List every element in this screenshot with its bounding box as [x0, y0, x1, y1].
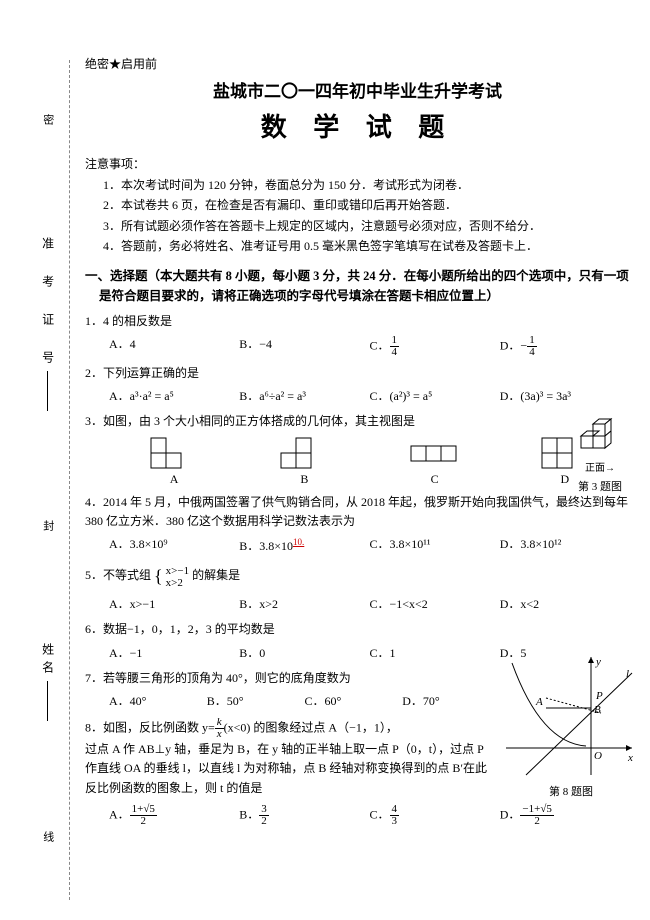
- q1-opt-a: A．4: [109, 335, 239, 358]
- seal-label-1: 密: [38, 114, 56, 129]
- notice-item: 4．答题前，务必将姓名、准考证号用 0.5 毫米黑色签字笔填写在试卷及答题卡上．: [103, 237, 630, 256]
- question-6: 6．数据−1，0，1，2，3 的平均数是: [85, 620, 630, 639]
- q3-opt-b: B: [239, 436, 369, 489]
- notice-item: 2．本试卷共 6 页，在检查是否有漏印、重印或错印后再开始答题．: [103, 196, 630, 215]
- point-a-label: A: [535, 696, 543, 708]
- q5-options: A．x>−1 B．x>2 C．−1<x<2 D．x<2: [109, 595, 630, 614]
- question-3: 3．如图，由 3 个大小相同的正方体搭成的几何体，其主视图是 正面→ 第 3 题…: [85, 412, 630, 431]
- q7-opt-b: B．50°: [207, 692, 305, 711]
- name-line: [47, 681, 48, 721]
- q2-options: A．a³·a² = a⁵ B．a⁶÷a² = a³ C．(a²)³ = a⁵ D…: [109, 387, 630, 406]
- seal-label-2: 封: [38, 520, 56, 535]
- q8-opt-a: A．1+√52: [109, 804, 239, 827]
- q2-opt-c: C．(a²)³ = a⁵: [370, 387, 500, 406]
- q4-opt-b: B．3.8×1010.: [239, 535, 369, 556]
- q5-opt-d: D．x<2: [500, 595, 630, 614]
- q3-figure-block: 正面→ 第 3 题图: [570, 412, 630, 496]
- shape-c-icon: [409, 436, 461, 470]
- q7-opt-a: A．40°: [109, 692, 207, 711]
- question-1: 1．4 的相反数是: [85, 312, 630, 331]
- point-b-label: B: [594, 704, 601, 716]
- q8-opt-d: D．−1+√52: [500, 804, 630, 827]
- shape-b-icon: [279, 436, 329, 470]
- q5-opt-a: A．x>−1: [109, 595, 239, 614]
- q4-opt-d: D．3.8×10¹²: [500, 535, 630, 556]
- seal-label-3: 线: [38, 831, 56, 846]
- exam-id-label: 准 考 证 号: [37, 237, 56, 369]
- q7-opt-d: D．70°: [402, 692, 500, 711]
- q3-opt-a: A: [109, 436, 239, 489]
- q6-opt-a: A．−1: [109, 644, 239, 663]
- q8-opt-c: C．43: [370, 804, 500, 827]
- q4-options: A．3.8×10⁹ B．3.8×1010. C．3.8×10¹¹ D．3.8×1…: [109, 535, 630, 556]
- q8-options: A．1+√52 B．32 C．43 D．−1+√52: [109, 804, 630, 827]
- notice-item: 3．所有试题必须作答在答题卡上规定的区域内，注意题号必须对应，否则不给分．: [103, 217, 630, 236]
- q8-figure: y x O A B P l 第 8 题图: [506, 653, 636, 803]
- notice-heading: 注意事项：: [85, 155, 630, 174]
- q8-opt-b: B．32: [239, 804, 369, 827]
- q7-opt-c: C．60°: [305, 692, 403, 711]
- page-content: 绝密★启用前 盐城市二〇一四年初中毕业生升学考试 数 学 试 题 注意事项： 1…: [85, 55, 630, 833]
- exam-title-2: 数 学 试 题: [85, 107, 630, 149]
- q5-opt-c: C．−1<x<2: [370, 595, 500, 614]
- cube-stack-icon: [579, 412, 621, 454]
- question-5: 5．不等式组 { x>−1 x>2 的解集是: [85, 562, 630, 591]
- q1-opt-b: B．−4: [239, 335, 369, 358]
- notice-item: 1．本次考试时间为 120 分钟，卷面总分为 150 分．考试形式为闭卷．: [103, 176, 630, 195]
- question-2: 2．下列运算正确的是: [85, 364, 630, 383]
- q3-opt-c: C: [370, 436, 500, 489]
- q6-opt-c: C．1: [370, 644, 500, 663]
- point-p-label: P: [595, 690, 603, 702]
- section-1-heading: 一、选择题（本大题共有 8 小题，每小题 3 分，共 24 分．在每小题所给出的…: [85, 266, 630, 306]
- q4-opt-a: A．3.8×10⁹: [109, 535, 239, 556]
- binding-strip: 密 准 考 证 号 封 姓名 线: [25, 60, 70, 900]
- q5-opt-b: B．x>2: [239, 595, 369, 614]
- q1-opt-c: C．14: [370, 335, 500, 358]
- line-l-label: l: [626, 668, 629, 680]
- q6-opt-b: B．0: [239, 644, 369, 663]
- q3-options: A B C D: [109, 436, 630, 489]
- axis-y-label: y: [595, 656, 601, 668]
- q4-opt-c: C．3.8×10¹¹: [370, 535, 500, 556]
- q1-options: A．4 B．−4 C．14 D．−14: [109, 335, 630, 358]
- question-4: 4．2014 年 5 月，中俄两国签署了供气购销合同，从 2018 年起，俄罗斯…: [85, 493, 630, 531]
- q2-opt-b: B．a⁶÷a² = a³: [239, 387, 369, 406]
- name-block: 姓名: [37, 643, 56, 723]
- hyperbola-graph-icon: y x O A B P l: [506, 653, 636, 778]
- shape-a-icon: [149, 436, 199, 470]
- id-line: [47, 371, 48, 411]
- q2-opt-a: A．a³·a² = a⁵: [109, 387, 239, 406]
- confidential-mark: 绝密★启用前: [85, 55, 630, 74]
- origin-label: O: [594, 750, 602, 762]
- exam-title-1: 盐城市二〇一四年初中毕业生升学考试: [85, 78, 630, 105]
- name-label: 姓名: [37, 643, 56, 679]
- notice-list: 1．本次考试时间为 120 分钟，卷面总分为 150 分．考试形式为闭卷． 2．…: [103, 176, 630, 256]
- q8-figure-caption: 第 8 题图: [506, 784, 636, 802]
- axis-x-label: x: [627, 752, 633, 764]
- id-block: 准 考 证 号: [37, 237, 56, 413]
- q2-opt-d: D．(3a)³ = 3a³: [500, 387, 630, 406]
- q1-opt-d: D．−14: [500, 335, 630, 358]
